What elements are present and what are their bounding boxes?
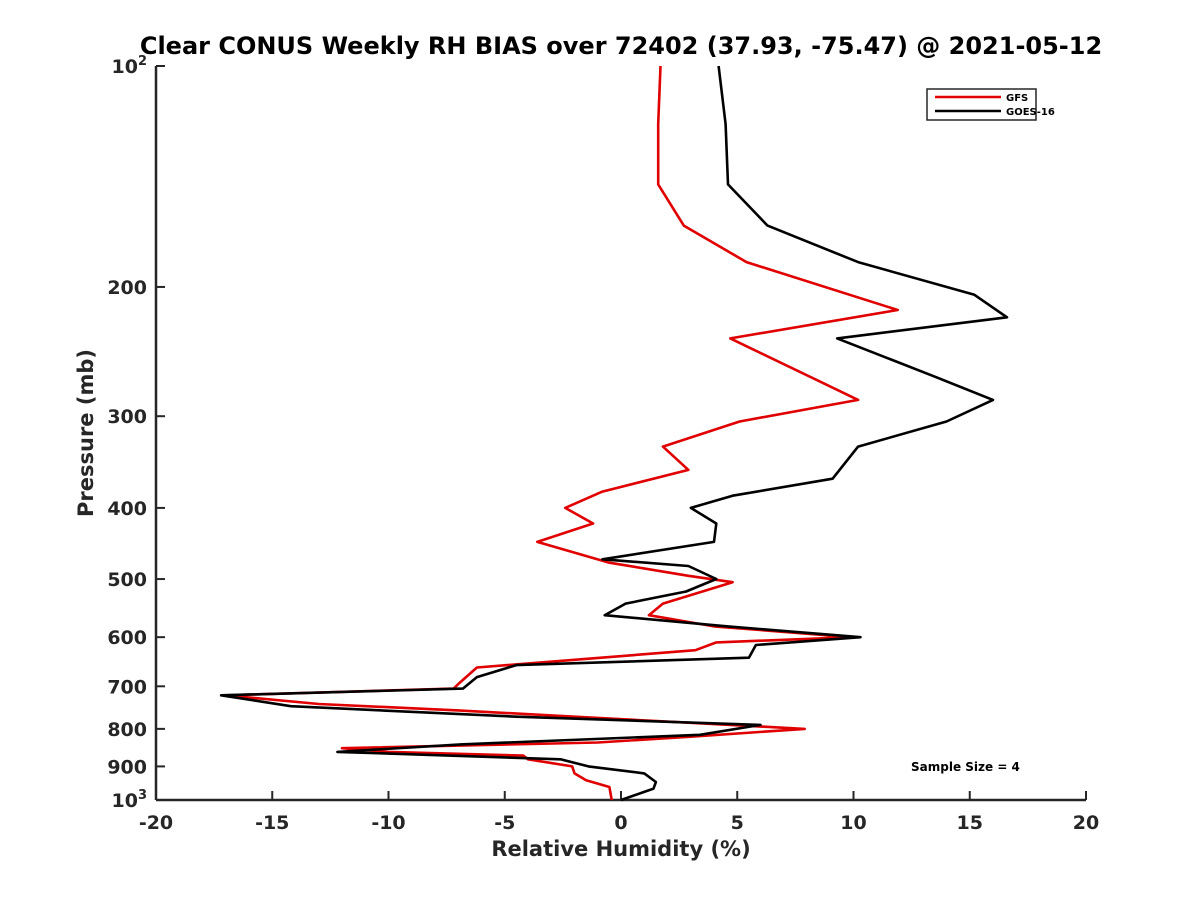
x-axis-label: Relative Humidity (%) — [491, 837, 750, 861]
y-tick-label: 800 — [107, 719, 147, 741]
x-tick-label: -15 — [255, 812, 289, 834]
y-tick-label: 500 — [107, 569, 147, 591]
legend: GFS GOES-16 — [926, 88, 1055, 121]
y-tick-label: 102 — [112, 54, 148, 78]
y-tick-exponent: 3 — [138, 788, 147, 803]
x-tick-label: -5 — [494, 812, 515, 834]
chart-title: Clear CONUS Weekly RH BIAS over 72402 (3… — [140, 32, 1102, 60]
y-tick-exponent: 2 — [138, 54, 147, 69]
legend-gfs-label: GFS — [1006, 93, 1028, 104]
legend-box — [926, 88, 1037, 121]
y-tick-label: 900 — [107, 756, 147, 778]
legend-goes16-label: GOES-16 — [1006, 107, 1055, 118]
x-axis-ticks: -20 -15 -10 -5 0 5 10 15 20 — [139, 791, 1099, 834]
y-axis-label: Pressure (mb) — [74, 349, 98, 517]
x-tick-label: 15 — [957, 812, 983, 834]
x-tick-label: 0 — [614, 812, 627, 834]
y-tick-label: 400 — [107, 498, 147, 520]
x-tick-label: -20 — [139, 812, 173, 834]
series-lines — [219, 65, 1009, 802]
y-tick-base: 10 — [112, 56, 138, 78]
x-tick-label: 20 — [1073, 812, 1099, 834]
y-tick-label: 600 — [107, 627, 147, 649]
y-tick-label: 700 — [107, 676, 147, 698]
sample-size-annotation: Sample Size = 4 — [911, 760, 1020, 774]
y-tick-label: 200 — [107, 277, 147, 299]
y-tick-label: 300 — [107, 406, 147, 428]
x-tick-label: 10 — [840, 812, 866, 834]
x-tick-label: -10 — [371, 812, 405, 834]
y-tick-label: 103 — [112, 788, 148, 812]
plot-area — [156, 66, 1086, 800]
series-line-goes-16 — [219, 65, 1009, 802]
series-line-gfs — [224, 65, 900, 801]
y-tick-base: 10 — [112, 790, 138, 812]
x-tick-label: 5 — [731, 812, 744, 834]
